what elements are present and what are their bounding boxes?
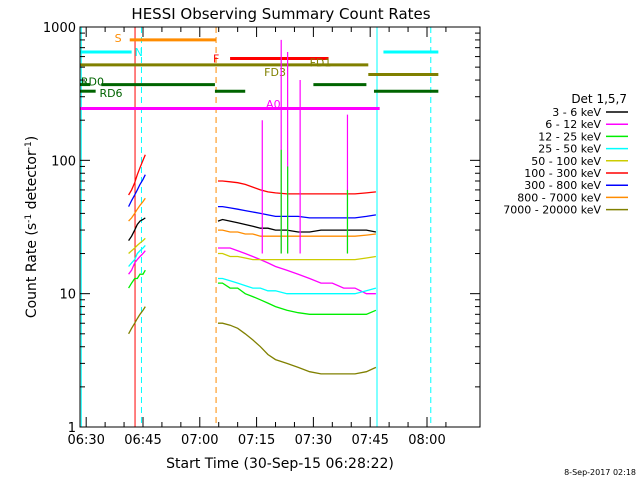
series-line-0 (128, 217, 146, 241)
series-line-6 (128, 174, 146, 207)
legend-label: 3 - 6 keV (552, 106, 601, 119)
series-line-3 (128, 244, 146, 267)
flag-label-fd3: FD3 (264, 66, 286, 79)
series-line-8 (128, 306, 146, 335)
x-tick-label: 06:45 (124, 433, 161, 448)
y-tick-label: 100 (51, 154, 76, 169)
x-tick-label: 07:00 (181, 433, 218, 448)
x-tick-label: 07:15 (238, 433, 275, 448)
series-line-1 (218, 247, 376, 295)
y-tick-label: 1000 (43, 21, 76, 36)
x-tick-label: 08:00 (408, 433, 445, 448)
legend-label: 7000 - 20000 keV (503, 204, 601, 217)
legend-label: 25 - 50 keV (538, 143, 601, 156)
series-line-4 (218, 252, 377, 261)
series-line-7 (128, 197, 146, 222)
x-tick-label: 07:45 (351, 433, 388, 448)
y-axis-label-exp1: -1 (24, 214, 34, 223)
y-axis-label-close: ) (24, 136, 40, 141)
flag-label-a0: A0 (266, 98, 281, 111)
legend-label: 50 - 100 keV (531, 155, 601, 168)
chart-title: HESSI Observing Summary Count Rates (131, 5, 430, 23)
series-line-8 (218, 322, 377, 375)
legend-label: 800 - 7000 keV (517, 191, 601, 204)
series-line-5 (128, 154, 146, 196)
y-axis-label-exp2: -1 (24, 141, 34, 150)
x-axis-label: Start Time (30-Sep-15 06:28:22) (166, 456, 394, 472)
series-line-3 (218, 277, 377, 295)
legend-label: 6 - 12 keV (545, 118, 601, 131)
legend-label: 300 - 800 keV (524, 179, 601, 192)
series-line-2 (218, 282, 377, 315)
flag-label-s: S (115, 32, 122, 45)
legend-label: 12 - 25 keV (538, 130, 601, 143)
y-tick-label: 10 (59, 288, 76, 303)
x-tick-label: 06:30 (67, 433, 104, 448)
flag-label-rd0: RD0 (81, 76, 104, 89)
footer-timestamp: 8-Sep-2017 02:18 (564, 468, 636, 477)
series-line-1 (128, 250, 146, 275)
flag-label-f: F (213, 53, 219, 66)
series-line-2 (128, 269, 146, 289)
flag-label-rd6: RD6 (99, 87, 122, 100)
legend-label: 100 - 300 keV (524, 167, 601, 180)
legend-title: Det 1,5,7 (571, 92, 627, 106)
y-tick-label: 1 (68, 421, 76, 436)
flag-label-fd1: FD1 (310, 57, 332, 70)
plot-frame (79, 26, 481, 428)
y-axis-label: Count Rate (s-1 detector-1) (24, 136, 40, 318)
y-axis-label-tail: detector (24, 150, 40, 214)
flag-label-n: N (135, 46, 143, 59)
x-tick-label: 07:30 (295, 433, 332, 448)
series-line-4 (128, 237, 146, 254)
y-axis-label-main: Count Rate (s (24, 223, 40, 318)
